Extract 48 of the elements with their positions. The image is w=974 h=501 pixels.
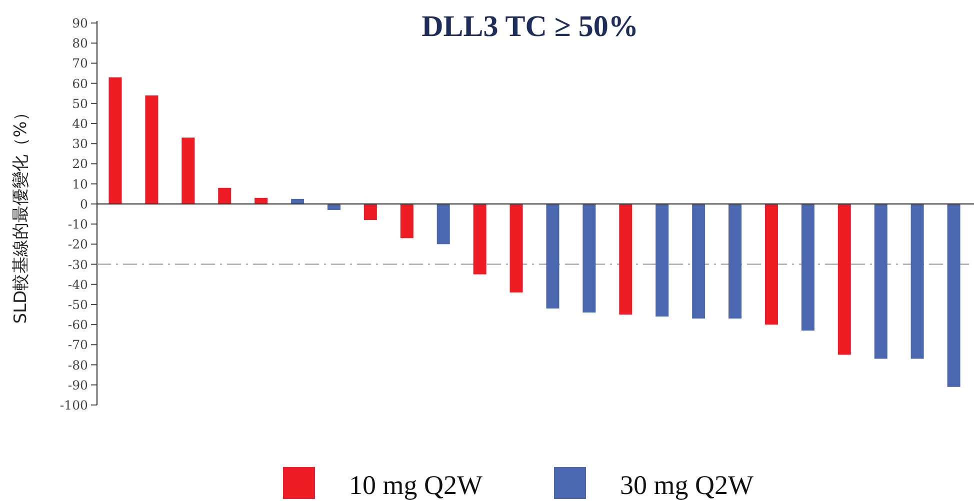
bar xyxy=(473,204,486,274)
bar xyxy=(910,204,924,359)
y-tick-label: -100 xyxy=(60,398,88,412)
chart-title: DLL3 TC ≥ 50% xyxy=(422,10,638,43)
bar xyxy=(182,138,195,204)
y-tick-label: -20 xyxy=(68,236,88,252)
bar xyxy=(619,204,632,315)
y-tick-label: -30 xyxy=(68,256,88,272)
bar xyxy=(145,95,158,204)
y-tick-label: -70 xyxy=(68,337,88,352)
bar xyxy=(838,204,851,355)
y-tick-label: 70 xyxy=(72,56,88,71)
y-tick-label: 80 xyxy=(72,36,88,51)
bar xyxy=(510,204,523,292)
y-tick-label: 0 xyxy=(80,196,88,212)
bar xyxy=(327,204,340,210)
y-tick-label: -90 xyxy=(68,377,88,392)
y-axis-title: SLD較基線的最優變化（%） xyxy=(11,104,31,324)
y-tick-label: -60 xyxy=(68,317,88,332)
bar xyxy=(400,204,414,238)
bar xyxy=(874,204,888,359)
bar xyxy=(656,204,669,317)
y-tick-label: -80 xyxy=(68,357,88,372)
bar xyxy=(254,198,268,204)
y-tick-label: 30 xyxy=(72,136,88,152)
bar xyxy=(218,188,232,204)
bar xyxy=(546,204,560,308)
y-tick-label: 90 xyxy=(72,16,88,30)
y-tick-label: 60 xyxy=(72,76,88,91)
legend-label: 30 mg Q2W xyxy=(620,470,754,500)
bar xyxy=(764,204,778,325)
y-tick-label: -50 xyxy=(68,296,88,312)
y-tick-label: -40 xyxy=(68,276,88,292)
legend-label: 10 mg Q2W xyxy=(349,470,483,500)
bar xyxy=(108,77,122,204)
y-tick-label: -10 xyxy=(68,216,88,232)
y-tick-label: 20 xyxy=(72,156,88,172)
bar xyxy=(291,198,304,204)
bar xyxy=(801,204,814,331)
bar xyxy=(692,204,706,319)
y-tick-label: 10 xyxy=(72,176,88,192)
bar xyxy=(728,204,742,319)
bar xyxy=(582,204,596,313)
bar xyxy=(436,204,450,244)
bar xyxy=(364,204,377,220)
y-tick-label: 40 xyxy=(72,116,88,132)
bar xyxy=(947,204,960,387)
y-tick-label: 50 xyxy=(72,96,88,111)
